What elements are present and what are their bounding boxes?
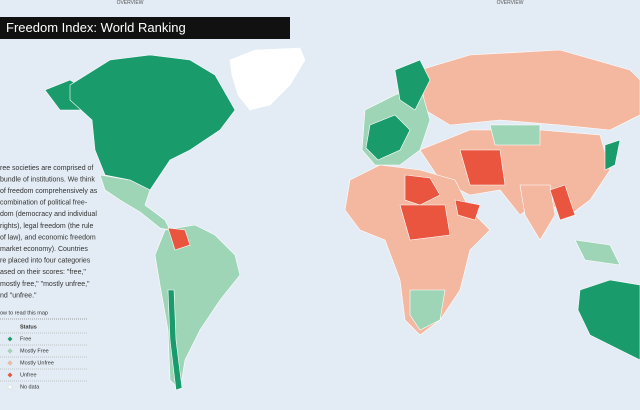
intro-line: dom (democracy and individual [0, 211, 97, 218]
australia [577, 279, 640, 361]
japan [604, 139, 621, 171]
legend-icon [7, 384, 13, 390]
intro-line: bundle of institutions. We think [0, 176, 95, 183]
venezuela [167, 227, 191, 251]
southern-africa [409, 289, 446, 331]
legend-label: Unfree [20, 372, 37, 378]
russia [419, 49, 640, 131]
india [519, 184, 556, 241]
intro-line: rights), legal freedom (the rule [0, 223, 93, 230]
legend-icon [7, 372, 13, 378]
libya-egypt [404, 174, 441, 206]
intro-line: ased on their scores: "free," [0, 269, 86, 276]
central-america [99, 174, 171, 231]
legend-label: Free [20, 336, 31, 342]
legend-icon [7, 360, 13, 366]
western-europe [365, 114, 411, 161]
intro-line: ree societies are comprised of [0, 165, 93, 172]
southeast-asia [574, 239, 621, 266]
tab[interactable]: OVERVIEW [117, 0, 144, 6]
north-america [69, 54, 236, 191]
sudan-chad [399, 204, 451, 241]
legend-column: Status [20, 324, 37, 330]
intro-line: combination of political free- [0, 200, 88, 207]
africa [344, 164, 491, 336]
intro-line: market economy). Countries [0, 246, 88, 253]
legend-heading: ow to read this map [0, 310, 48, 316]
legend: ow to read this map Status Free Mostly Fr… [0, 310, 88, 390]
intro-line: of law), and economic freedom [0, 234, 96, 241]
intro: ree societies are comprised of bundle of … [0, 165, 98, 300]
south-america [154, 224, 241, 391]
intro-line: mostly free," "mostly unfree," [0, 281, 90, 288]
legend-icon [7, 348, 13, 354]
intro-line: of freedom comprehensively as [0, 188, 98, 195]
intro-line: nd "unfree." [0, 292, 37, 299]
intro-line: re placed into four categories [0, 258, 91, 265]
scandinavia [394, 59, 431, 111]
world-map [44, 47, 640, 391]
legend-label: Mostly Free [20, 348, 49, 354]
title-bar [0, 17, 290, 39]
iran [459, 149, 506, 186]
tab[interactable]: OVERVIEW [497, 0, 524, 6]
yemen [454, 199, 481, 221]
legend-icon [7, 336, 13, 342]
legend-label: Mostly Unfree [20, 360, 54, 366]
title: Freedom Index: World Ranking [6, 20, 186, 35]
greenland [229, 47, 306, 111]
chile [167, 289, 183, 391]
kazakhstan [489, 124, 541, 146]
legend-label: No data [20, 384, 40, 390]
myanmar [549, 184, 576, 221]
